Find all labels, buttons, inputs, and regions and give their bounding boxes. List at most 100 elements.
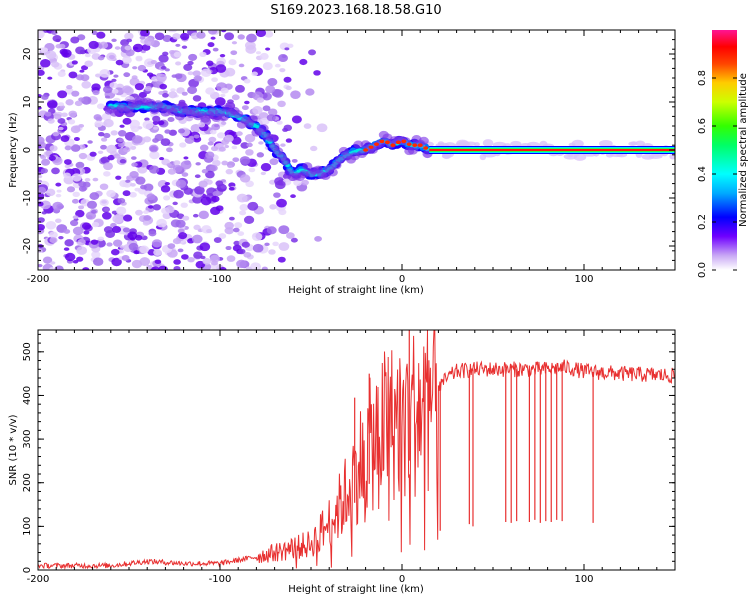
noise-blob <box>181 172 189 177</box>
noise-blob <box>64 159 72 165</box>
noise-blob <box>124 45 132 51</box>
noise-blob <box>202 258 212 265</box>
noise-blob <box>148 144 159 153</box>
noise-blob <box>122 85 132 94</box>
noise-blob <box>194 174 201 179</box>
noise-blob <box>162 34 172 43</box>
noise-blob <box>86 200 98 209</box>
noise-blob <box>58 235 64 240</box>
noise-blob <box>212 47 219 52</box>
noise-blob <box>563 153 577 160</box>
noise-blob <box>38 93 42 98</box>
noise-blob <box>172 238 182 245</box>
colorbar-tick-label: 0.0 <box>697 262 708 278</box>
noise-blob <box>64 87 74 95</box>
noise-blob <box>241 105 249 111</box>
noise-blob <box>63 172 71 179</box>
noise-blob <box>286 232 295 239</box>
noise-blob <box>144 37 155 46</box>
noise-blob <box>180 160 192 170</box>
noise-blob <box>73 137 80 142</box>
noise-blob <box>134 187 141 192</box>
noise-blob <box>220 93 226 98</box>
noise-blob <box>279 68 286 73</box>
x-tick-label: -200 <box>27 574 50 585</box>
noise-blob <box>131 156 137 160</box>
noise-blob <box>52 34 62 42</box>
snr-y-axis: 0 100 200 300 400 500 <box>22 333 675 573</box>
noise-blob <box>125 179 131 183</box>
noise-blob <box>103 207 110 212</box>
noise-blob <box>111 38 117 43</box>
noise-blob <box>200 68 212 77</box>
colorbar-gradient <box>712 30 737 270</box>
noise-blob <box>262 62 273 71</box>
noise-blob <box>84 53 91 58</box>
y-tick-label: -10 <box>22 190 33 206</box>
noise-blob <box>89 192 100 200</box>
noise-blob <box>173 51 182 58</box>
noise-blob <box>47 118 55 124</box>
noise-blob <box>173 160 181 166</box>
ridge-hotspot <box>406 142 412 147</box>
x-tick-label: -200 <box>27 274 50 285</box>
noise-blob <box>91 30 98 35</box>
noise-blob <box>225 168 234 175</box>
noise-blob <box>54 265 64 270</box>
noise-blob <box>262 105 271 112</box>
ridge-hotspot <box>379 139 385 144</box>
noise-blob <box>126 175 132 179</box>
noise-blob <box>123 214 133 222</box>
noise-blob <box>137 64 147 72</box>
noise-blob <box>115 206 127 215</box>
noise-blob <box>124 141 133 148</box>
noise-blob <box>61 112 68 118</box>
noise-blob <box>180 32 190 41</box>
ridge-halo <box>233 110 244 119</box>
noise-blob <box>92 257 104 266</box>
noise-blob <box>144 85 152 92</box>
noise-blob <box>51 61 60 68</box>
noise-blob <box>119 124 125 128</box>
noise-blob <box>232 157 240 163</box>
ridge-halo <box>218 113 229 122</box>
noise-blob <box>96 103 105 110</box>
spectrogram-y-axis-label: Frequency (Hz) <box>8 112 19 188</box>
noise-blob <box>244 134 256 143</box>
noise-blob <box>121 255 130 261</box>
noise-blob <box>187 256 195 263</box>
noise-blob <box>230 50 238 56</box>
noise-blob <box>70 144 81 152</box>
noise-blob <box>132 43 144 53</box>
spectrogram-y-axis: -20 -10 0 10 20 <box>22 29 675 271</box>
noise-blob <box>251 232 263 241</box>
noise-blob <box>256 97 265 103</box>
noise-blob <box>115 59 124 66</box>
noise-blob <box>228 59 237 66</box>
noise-blob <box>149 150 160 160</box>
noise-blob <box>103 119 114 128</box>
noise-blob <box>164 182 170 186</box>
noise-blob <box>57 117 66 124</box>
noise-blob <box>200 255 206 260</box>
noise-blob <box>49 261 56 265</box>
noise-blob <box>200 196 212 206</box>
snr-panel: -200 -100 0 100 0 100 200 300 400 500 Height of … <box>8 329 676 595</box>
spectrogram-image <box>38 30 675 270</box>
noise-blob <box>192 213 199 218</box>
noise-blob <box>129 191 137 198</box>
noise-blob <box>244 100 250 105</box>
noise-blob <box>212 190 220 197</box>
noise-blob <box>148 165 160 174</box>
noise-blob <box>107 154 115 161</box>
noise-blob <box>227 164 233 168</box>
noise-blob <box>60 135 70 143</box>
noise-blob <box>277 100 286 108</box>
y-tick-label: 300 <box>22 430 33 449</box>
noise-blob <box>64 164 71 169</box>
noise-blob <box>219 53 226 58</box>
colorbar: 0.0 0.2 0.4 0.6 0.8 Normalized spectral ampl… <box>697 30 749 278</box>
noise-blob <box>276 120 283 125</box>
noise-blob <box>260 171 267 176</box>
noise-blob <box>65 99 74 106</box>
